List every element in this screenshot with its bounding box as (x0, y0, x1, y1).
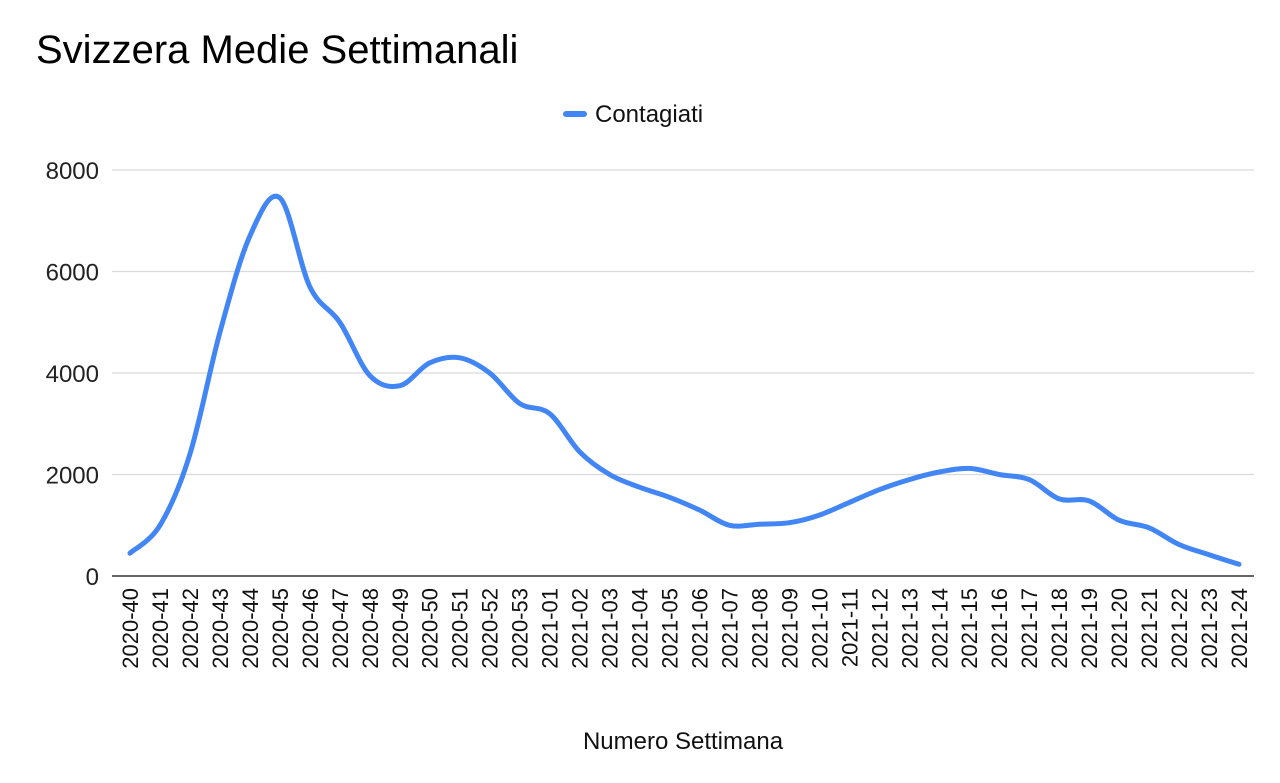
x-tick-label: 2021-22 (1167, 588, 1192, 669)
data-point (877, 487, 882, 492)
x-tick-label: 2021-03 (598, 588, 623, 669)
y-tick-label: 0 (86, 564, 99, 591)
data-point (817, 513, 822, 518)
x-tick-label: 2021-02 (568, 588, 593, 669)
x-tick-label: 2021-04 (628, 588, 653, 669)
x-tick-label: 2021-12 (867, 588, 892, 669)
data-point (847, 500, 852, 505)
data-point (1177, 542, 1182, 547)
x-tick-label: 2021-13 (897, 588, 922, 669)
x-tick-label: 2021-11 (837, 588, 862, 667)
x-tick-label: 2020-52 (478, 588, 503, 669)
data-point (1117, 518, 1122, 523)
grid-lines (112, 169, 1254, 577)
x-tick-label: 2020-45 (268, 588, 293, 669)
x-tick-label: 2021-01 (538, 588, 563, 669)
data-point (1057, 496, 1062, 501)
x-tick-label: 2021-10 (807, 588, 832, 669)
x-tick-label: 2020-48 (358, 588, 383, 669)
data-point (367, 373, 372, 378)
data-point (997, 472, 1002, 477)
data-point (937, 469, 942, 474)
data-point (1147, 525, 1152, 530)
data-point (307, 284, 312, 289)
data-point (907, 477, 912, 482)
legend-label: Contagiati (595, 101, 703, 128)
x-axis-title: Numero Settimana (583, 728, 784, 755)
x-tick-label: 2021-19 (1077, 588, 1102, 669)
data-point (727, 523, 732, 528)
x-tick-label: 2020-51 (448, 588, 473, 669)
x-tick-label: 2020-47 (328, 588, 353, 669)
x-tick-label: 2020-53 (508, 588, 533, 669)
y-tick-label: 6000 (46, 260, 99, 287)
x-tick-label: 2021-20 (1107, 588, 1132, 669)
data-point (517, 401, 522, 406)
data-point (967, 466, 972, 471)
y-tick-label: 4000 (46, 361, 99, 388)
x-tick-label: 2021-21 (1137, 588, 1162, 669)
x-tick-label: 2020-42 (178, 588, 203, 669)
x-tick-label: 2021-24 (1227, 588, 1252, 669)
data-point (187, 452, 192, 457)
data-point (637, 485, 642, 490)
data-point (217, 330, 222, 335)
x-tick-label: 2020-44 (238, 588, 263, 669)
data-point (787, 520, 792, 525)
x-tick-label: 2021-06 (687, 588, 712, 669)
x-tick-label: 2021-09 (777, 588, 802, 669)
data-point (547, 411, 552, 416)
x-tick-label: 2020-46 (298, 588, 323, 669)
data-point (1087, 498, 1092, 503)
data-point (397, 383, 402, 388)
data-point (277, 195, 282, 200)
y-tick-label: 8000 (46, 158, 99, 185)
y-axis-ticks: 0 2000 4000 6000 8000 (46, 158, 99, 591)
legend: Contagiati (563, 101, 703, 128)
x-tick-label: 2021-14 (927, 588, 952, 669)
data-point (1237, 562, 1242, 567)
data-point (457, 355, 462, 360)
x-tick-label: 2021-15 (957, 588, 982, 669)
data-point (427, 360, 432, 365)
x-tick-label: 2020-40 (118, 588, 143, 669)
data-point (577, 449, 582, 454)
x-tick-label: 2020-49 (388, 588, 413, 669)
chart-title: Svizzera Medie Settimanali (36, 28, 519, 72)
x-tick-label: 2020-50 (418, 588, 443, 669)
data-point (667, 495, 672, 500)
series-line-contagiati (127, 193, 1242, 567)
data-point (157, 523, 162, 528)
x-tick-label: 2021-18 (1047, 588, 1072, 669)
data-point (1207, 552, 1212, 557)
data-point (1027, 477, 1032, 482)
x-tick-label: 2021-07 (717, 588, 742, 669)
x-tick-label: 2021-17 (1017, 588, 1042, 669)
data-point (757, 522, 762, 527)
x-tick-label: 2020-43 (208, 588, 233, 669)
x-tick-label: 2021-23 (1197, 588, 1222, 669)
data-point (697, 508, 702, 513)
series-layer (127, 193, 1242, 567)
x-tick-label: 2020-41 (148, 588, 173, 669)
data-point (128, 551, 133, 556)
y-tick-label: 2000 (46, 463, 99, 490)
x-tick-label: 2021-08 (747, 588, 772, 669)
data-point (487, 371, 492, 376)
x-tick-label: 2021-05 (658, 588, 683, 669)
data-point (247, 233, 252, 238)
data-point (607, 472, 612, 477)
data-point (337, 320, 342, 325)
x-axis-ticks: 2020-40 2020-41 2020-42 2020-43 2020-44 2020-… (118, 588, 1252, 669)
x-tick-label: 2021-16 (987, 588, 1012, 669)
